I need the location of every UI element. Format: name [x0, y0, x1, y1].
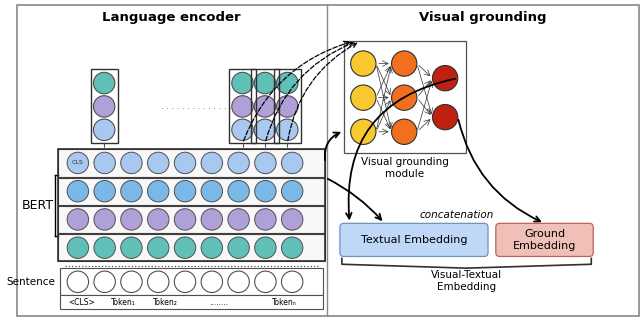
Circle shape	[174, 271, 196, 292]
Circle shape	[121, 180, 142, 202]
Text: Language encoder: Language encoder	[102, 11, 241, 24]
Text: Ground
Embedding: Ground Embedding	[513, 229, 576, 251]
Circle shape	[433, 104, 458, 130]
Circle shape	[121, 271, 142, 292]
Circle shape	[232, 72, 253, 94]
Circle shape	[228, 180, 250, 202]
Circle shape	[228, 271, 250, 292]
Circle shape	[276, 72, 298, 94]
Circle shape	[67, 271, 88, 292]
Circle shape	[94, 152, 115, 174]
Bar	[60, 268, 323, 295]
Text: Token₁: Token₁	[111, 298, 136, 307]
Circle shape	[254, 96, 276, 117]
Bar	[58, 149, 325, 261]
Text: Visual grounding: Visual grounding	[419, 11, 547, 24]
Circle shape	[201, 152, 223, 174]
Circle shape	[147, 271, 169, 292]
Circle shape	[282, 152, 303, 174]
Circle shape	[255, 209, 276, 230]
Circle shape	[121, 237, 142, 258]
Circle shape	[276, 96, 298, 117]
Circle shape	[93, 96, 115, 117]
Bar	[58, 178, 325, 205]
Circle shape	[351, 51, 376, 76]
Circle shape	[67, 152, 88, 174]
Circle shape	[93, 72, 115, 94]
Circle shape	[282, 209, 303, 230]
Circle shape	[201, 209, 223, 230]
Circle shape	[255, 180, 276, 202]
Circle shape	[94, 237, 115, 258]
Circle shape	[121, 209, 142, 230]
Circle shape	[232, 96, 253, 117]
FancyBboxPatch shape	[496, 223, 593, 256]
Text: CLS: CLS	[72, 160, 84, 165]
Bar	[90, 69, 118, 143]
Circle shape	[228, 237, 250, 258]
Circle shape	[174, 209, 196, 230]
Circle shape	[255, 271, 276, 292]
Circle shape	[94, 209, 115, 230]
Circle shape	[94, 271, 115, 292]
Circle shape	[121, 152, 142, 174]
Circle shape	[254, 72, 276, 94]
Circle shape	[255, 152, 276, 174]
Circle shape	[276, 119, 298, 141]
Circle shape	[392, 119, 417, 144]
Circle shape	[67, 209, 88, 230]
Text: Tokenₙ: Tokenₙ	[271, 298, 296, 307]
Circle shape	[67, 237, 88, 258]
Bar	[58, 234, 325, 261]
Text: Token₂: Token₂	[153, 298, 178, 307]
Circle shape	[351, 119, 376, 144]
Text: Sentence: Sentence	[6, 277, 56, 287]
FancyBboxPatch shape	[340, 223, 488, 256]
Circle shape	[232, 119, 253, 141]
Bar	[58, 206, 325, 233]
Text: <CLS>: <CLS>	[68, 298, 95, 307]
Text: ........: ........	[209, 298, 228, 307]
Bar	[229, 69, 256, 143]
Bar	[60, 295, 323, 309]
Bar	[58, 149, 325, 177]
Text: . . . . . . . . . . . . . .: . . . . . . . . . . . . . .	[161, 102, 232, 111]
Circle shape	[255, 237, 276, 258]
Circle shape	[228, 209, 250, 230]
Text: Visual-Textual
Embedding: Visual-Textual Embedding	[431, 270, 502, 292]
Text: Visual grounding
module: Visual grounding module	[361, 157, 449, 179]
Bar	[344, 41, 466, 153]
Circle shape	[94, 180, 115, 202]
Circle shape	[282, 180, 303, 202]
Circle shape	[228, 152, 250, 174]
Circle shape	[351, 85, 376, 110]
Text: BERT: BERT	[21, 199, 54, 212]
Circle shape	[93, 119, 115, 141]
Circle shape	[392, 85, 417, 110]
Circle shape	[282, 271, 303, 292]
Circle shape	[201, 237, 223, 258]
Text: Textual Embedding: Textual Embedding	[361, 235, 467, 245]
Circle shape	[282, 237, 303, 258]
Circle shape	[67, 180, 88, 202]
Circle shape	[254, 119, 276, 141]
Bar	[252, 69, 278, 143]
Circle shape	[147, 180, 169, 202]
Circle shape	[147, 152, 169, 174]
Circle shape	[174, 237, 196, 258]
Circle shape	[201, 271, 223, 292]
Circle shape	[147, 237, 169, 258]
Circle shape	[201, 180, 223, 202]
Circle shape	[147, 209, 169, 230]
Circle shape	[174, 152, 196, 174]
Circle shape	[392, 51, 417, 76]
Circle shape	[433, 65, 458, 91]
Circle shape	[174, 180, 196, 202]
Bar	[274, 69, 301, 143]
Text: concatenation: concatenation	[420, 211, 494, 221]
